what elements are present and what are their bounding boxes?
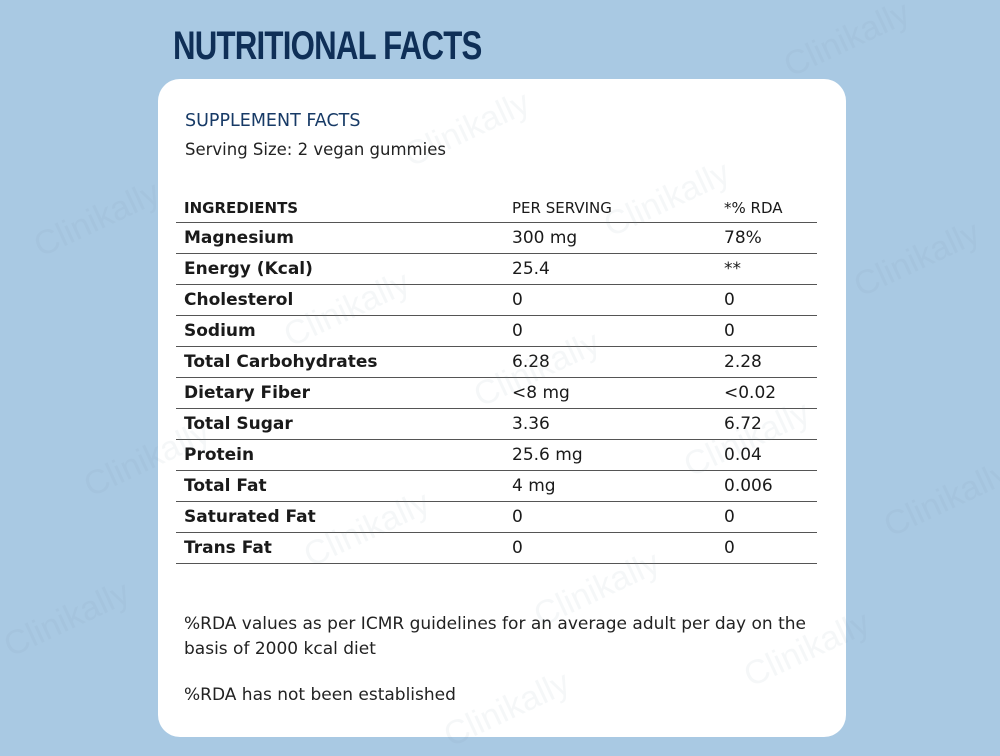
supplement-facts-card: SUPPLEMENT FACTS Serving Size: 2 vegan g… — [158, 79, 846, 737]
table-row: Energy (Kcal) 25.4 ** — [176, 253, 817, 285]
ingredient-name: Total Carbohydrates — [176, 346, 504, 378]
per-serving-value: 0 — [504, 315, 716, 347]
per-serving-value: 25.4 — [504, 253, 716, 285]
watermark: Clinikally — [878, 453, 1000, 545]
per-serving-value: 3.36 — [504, 408, 716, 440]
page-title: NUTRITIONAL FACTS — [173, 24, 482, 68]
rda-not-established-note: %RDA has not been established — [184, 685, 456, 705]
rda-value: 0 — [716, 501, 817, 533]
rda-value: 0 — [716, 284, 817, 316]
table-row: Sodium 0 0 — [176, 315, 817, 347]
ingredient-name: Total Sugar — [176, 408, 504, 440]
header-ingredients: INGREDIENTS — [176, 194, 504, 223]
per-serving-value: 0 — [504, 532, 716, 564]
nutrition-table: INGREDIENTS PER SERVING *% RDA Magnesium… — [176, 194, 817, 564]
ingredient-name: Magnesium — [176, 222, 504, 254]
watermark: Clinikally — [778, 0, 916, 85]
table-row: Total Sugar 3.36 6.72 — [176, 408, 817, 440]
ingredient-name: Saturated Fat — [176, 501, 504, 533]
rda-value: 0 — [716, 315, 817, 347]
table-row: Magnesium 300 mg 78% — [176, 222, 817, 254]
header-per-serving: PER SERVING — [504, 194, 716, 223]
header-rda: *% RDA — [716, 194, 817, 223]
rda-value: 6.72 — [716, 408, 817, 440]
watermark: Clinikally — [848, 213, 986, 305]
table-header-row: INGREDIENTS PER SERVING *% RDA — [176, 194, 817, 223]
table-row: Dietary Fiber <8 mg <0.02 — [176, 377, 817, 409]
table-row: Cholesterol 0 0 — [176, 284, 817, 316]
table-row: Trans Fat 0 0 — [176, 532, 817, 564]
per-serving-value: 6.28 — [504, 346, 716, 378]
per-serving-value: 4 mg — [504, 470, 716, 502]
ingredient-name: Protein — [176, 439, 504, 471]
table-row: Total Fat 4 mg 0.006 — [176, 470, 817, 502]
rda-value: 0.006 — [716, 470, 817, 502]
rda-value: 2.28 — [716, 346, 817, 378]
rda-value: ** — [716, 253, 817, 285]
rda-value: 78% — [716, 222, 817, 254]
per-serving-value: <8 mg — [504, 377, 716, 409]
per-serving-value: 0 — [504, 284, 716, 316]
watermark: Clinikally — [28, 173, 166, 265]
per-serving-value: 300 mg — [504, 222, 716, 254]
rda-note: %RDA values as per ICMR guidelines for a… — [184, 614, 806, 659]
table-row: Total Carbohydrates 6.28 2.28 — [176, 346, 817, 378]
table-row: Protein 25.6 mg 0.04 — [176, 439, 817, 471]
table-row: Saturated Fat 0 0 — [176, 501, 817, 533]
per-serving-value: 0 — [504, 501, 716, 533]
ingredient-name: Trans Fat — [176, 532, 504, 564]
ingredient-name: Sodium — [176, 315, 504, 347]
ingredient-name: Energy (Kcal) — [176, 253, 504, 285]
ingredient-name: Total Fat — [176, 470, 504, 502]
watermark: Clinikally — [0, 573, 136, 665]
ingredient-name: Dietary Fiber — [176, 377, 504, 409]
rda-value: 0 — [716, 532, 817, 564]
per-serving-value: 25.6 mg — [504, 439, 716, 471]
ingredient-name: Cholesterol — [176, 284, 504, 316]
rda-value: 0.04 — [716, 439, 817, 471]
supplement-facts-heading: SUPPLEMENT FACTS — [185, 111, 361, 131]
serving-size: Serving Size: 2 vegan gummies — [185, 140, 446, 159]
rda-value: <0.02 — [716, 377, 817, 409]
